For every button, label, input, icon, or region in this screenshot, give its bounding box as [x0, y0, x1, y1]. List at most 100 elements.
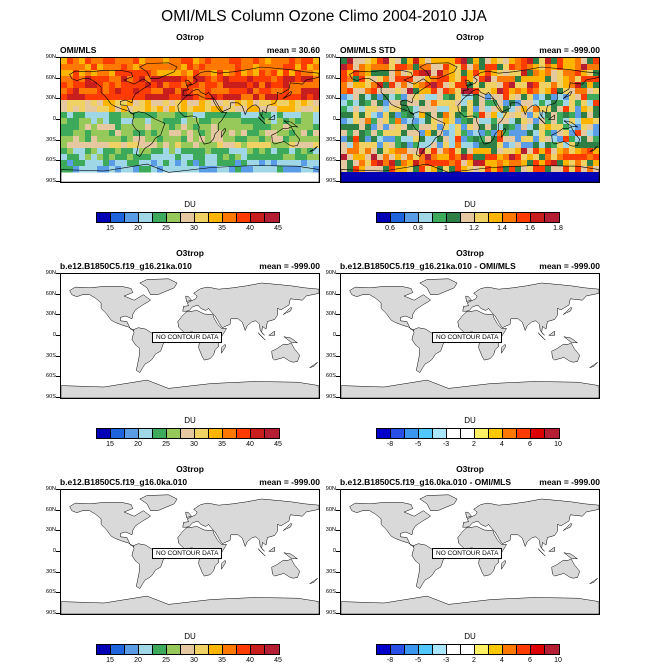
latitude-tick: [336, 397, 340, 398]
contour-cell: [491, 154, 498, 161]
contour-cell: [443, 166, 450, 173]
contour-cell: [205, 76, 212, 83]
contour-cell: [443, 172, 450, 179]
contour-cell: [383, 88, 390, 95]
contour-cell: [557, 142, 564, 149]
contour-cell: [301, 142, 308, 149]
latitude-tick: [56, 335, 60, 336]
contour-cell: [359, 166, 366, 173]
contour-cell: [557, 130, 564, 137]
contour-cell: [139, 58, 146, 65]
contour-cell: [115, 88, 122, 95]
contour-cell: [175, 88, 182, 95]
contour-cell: [479, 172, 486, 179]
contour-cell: [479, 178, 486, 182]
contour-cell: [157, 124, 164, 131]
contour-cell: [259, 76, 266, 83]
contour-cell: [151, 142, 158, 149]
contour-cell: [121, 142, 128, 149]
contour-cell: [521, 58, 528, 65]
contour-cell: [503, 112, 510, 119]
contour-cell: [211, 142, 218, 149]
contour-cell: [533, 154, 540, 161]
contour-cell: [473, 148, 480, 155]
contour-cell: [515, 136, 522, 143]
contour-cell: [103, 100, 110, 107]
contour-cell: [401, 154, 408, 161]
contour-cell: [569, 64, 576, 71]
latitude-label: 60N: [45, 290, 56, 297]
contour-cell: [277, 112, 284, 119]
world-map: [61, 494, 319, 614]
colorbar-swatch: [489, 429, 503, 438]
contour-cell: [503, 118, 510, 125]
contour-cell: [557, 94, 564, 101]
colorbar-swatch: [545, 645, 559, 654]
contour-cell: [431, 64, 438, 71]
contour-cell: [163, 124, 170, 131]
contour-cell: [169, 112, 176, 119]
contour-cell: [389, 118, 396, 125]
contour-cell: [115, 166, 122, 173]
contour-cell: [91, 130, 98, 137]
contour-cell: [169, 106, 176, 113]
contour-cell: [121, 70, 128, 77]
contour-cell: [211, 160, 218, 167]
world-map: [341, 278, 599, 398]
contour-cell: [133, 82, 140, 89]
contour-cell: [229, 82, 236, 89]
contour-cell: [545, 154, 552, 161]
contour-cell: [545, 106, 552, 113]
contour-cell: [103, 118, 110, 125]
contour-cell: [449, 148, 456, 155]
contour-cell: [509, 58, 516, 65]
contour-cell: [371, 130, 378, 137]
contour-cell: [97, 142, 104, 149]
contour-cell: [109, 124, 116, 131]
contour-cell: [359, 58, 366, 65]
contour-cell: [241, 70, 248, 77]
contour-cell: [407, 124, 414, 131]
contour-cell: [371, 178, 378, 182]
contour-cell: [121, 160, 128, 167]
contour-cell: [503, 94, 510, 101]
contour-cell: [265, 88, 272, 95]
contour-cell: [289, 94, 296, 101]
contour-cell: [407, 100, 414, 107]
contour-cell: [479, 136, 486, 143]
contour-cell: [211, 118, 218, 125]
contour-cell: [503, 70, 510, 77]
latitude-label: 30S: [46, 568, 56, 575]
contour-cell: [187, 124, 194, 131]
no-contour-data-label: NO CONTOUR DATA: [432, 332, 503, 343]
contour-cell: [377, 64, 384, 71]
contour-cell: [259, 124, 266, 131]
contour-cell: [479, 82, 486, 89]
contour-cell: [247, 136, 254, 143]
contour-cell: [295, 118, 302, 125]
contour-cell: [151, 58, 158, 65]
contour-cell: [593, 118, 599, 125]
contour-cell: [515, 130, 522, 137]
contour-cell: [539, 94, 546, 101]
contour-cell: [157, 130, 164, 137]
contour-cell: [265, 94, 272, 101]
contour-cell: [347, 88, 354, 95]
contour-cell: [431, 76, 438, 83]
colorbar-swatch: [433, 645, 447, 654]
latitude-tick: [56, 77, 60, 79]
contour-cell: [103, 154, 110, 161]
contour-cell: [115, 154, 122, 161]
contour-cell: [73, 94, 80, 101]
contour-cell: [217, 82, 224, 89]
contour-cell: [229, 94, 236, 101]
contour-cell: [425, 166, 432, 173]
contour-cell: [467, 178, 474, 182]
contour-cell: [455, 172, 462, 179]
contour-cell: [479, 148, 486, 155]
contour-cell: [277, 88, 284, 95]
contour-cell: [187, 64, 194, 71]
contour-cell: [581, 124, 588, 131]
contour-cell: [551, 166, 558, 173]
contour-cell: [407, 112, 414, 119]
